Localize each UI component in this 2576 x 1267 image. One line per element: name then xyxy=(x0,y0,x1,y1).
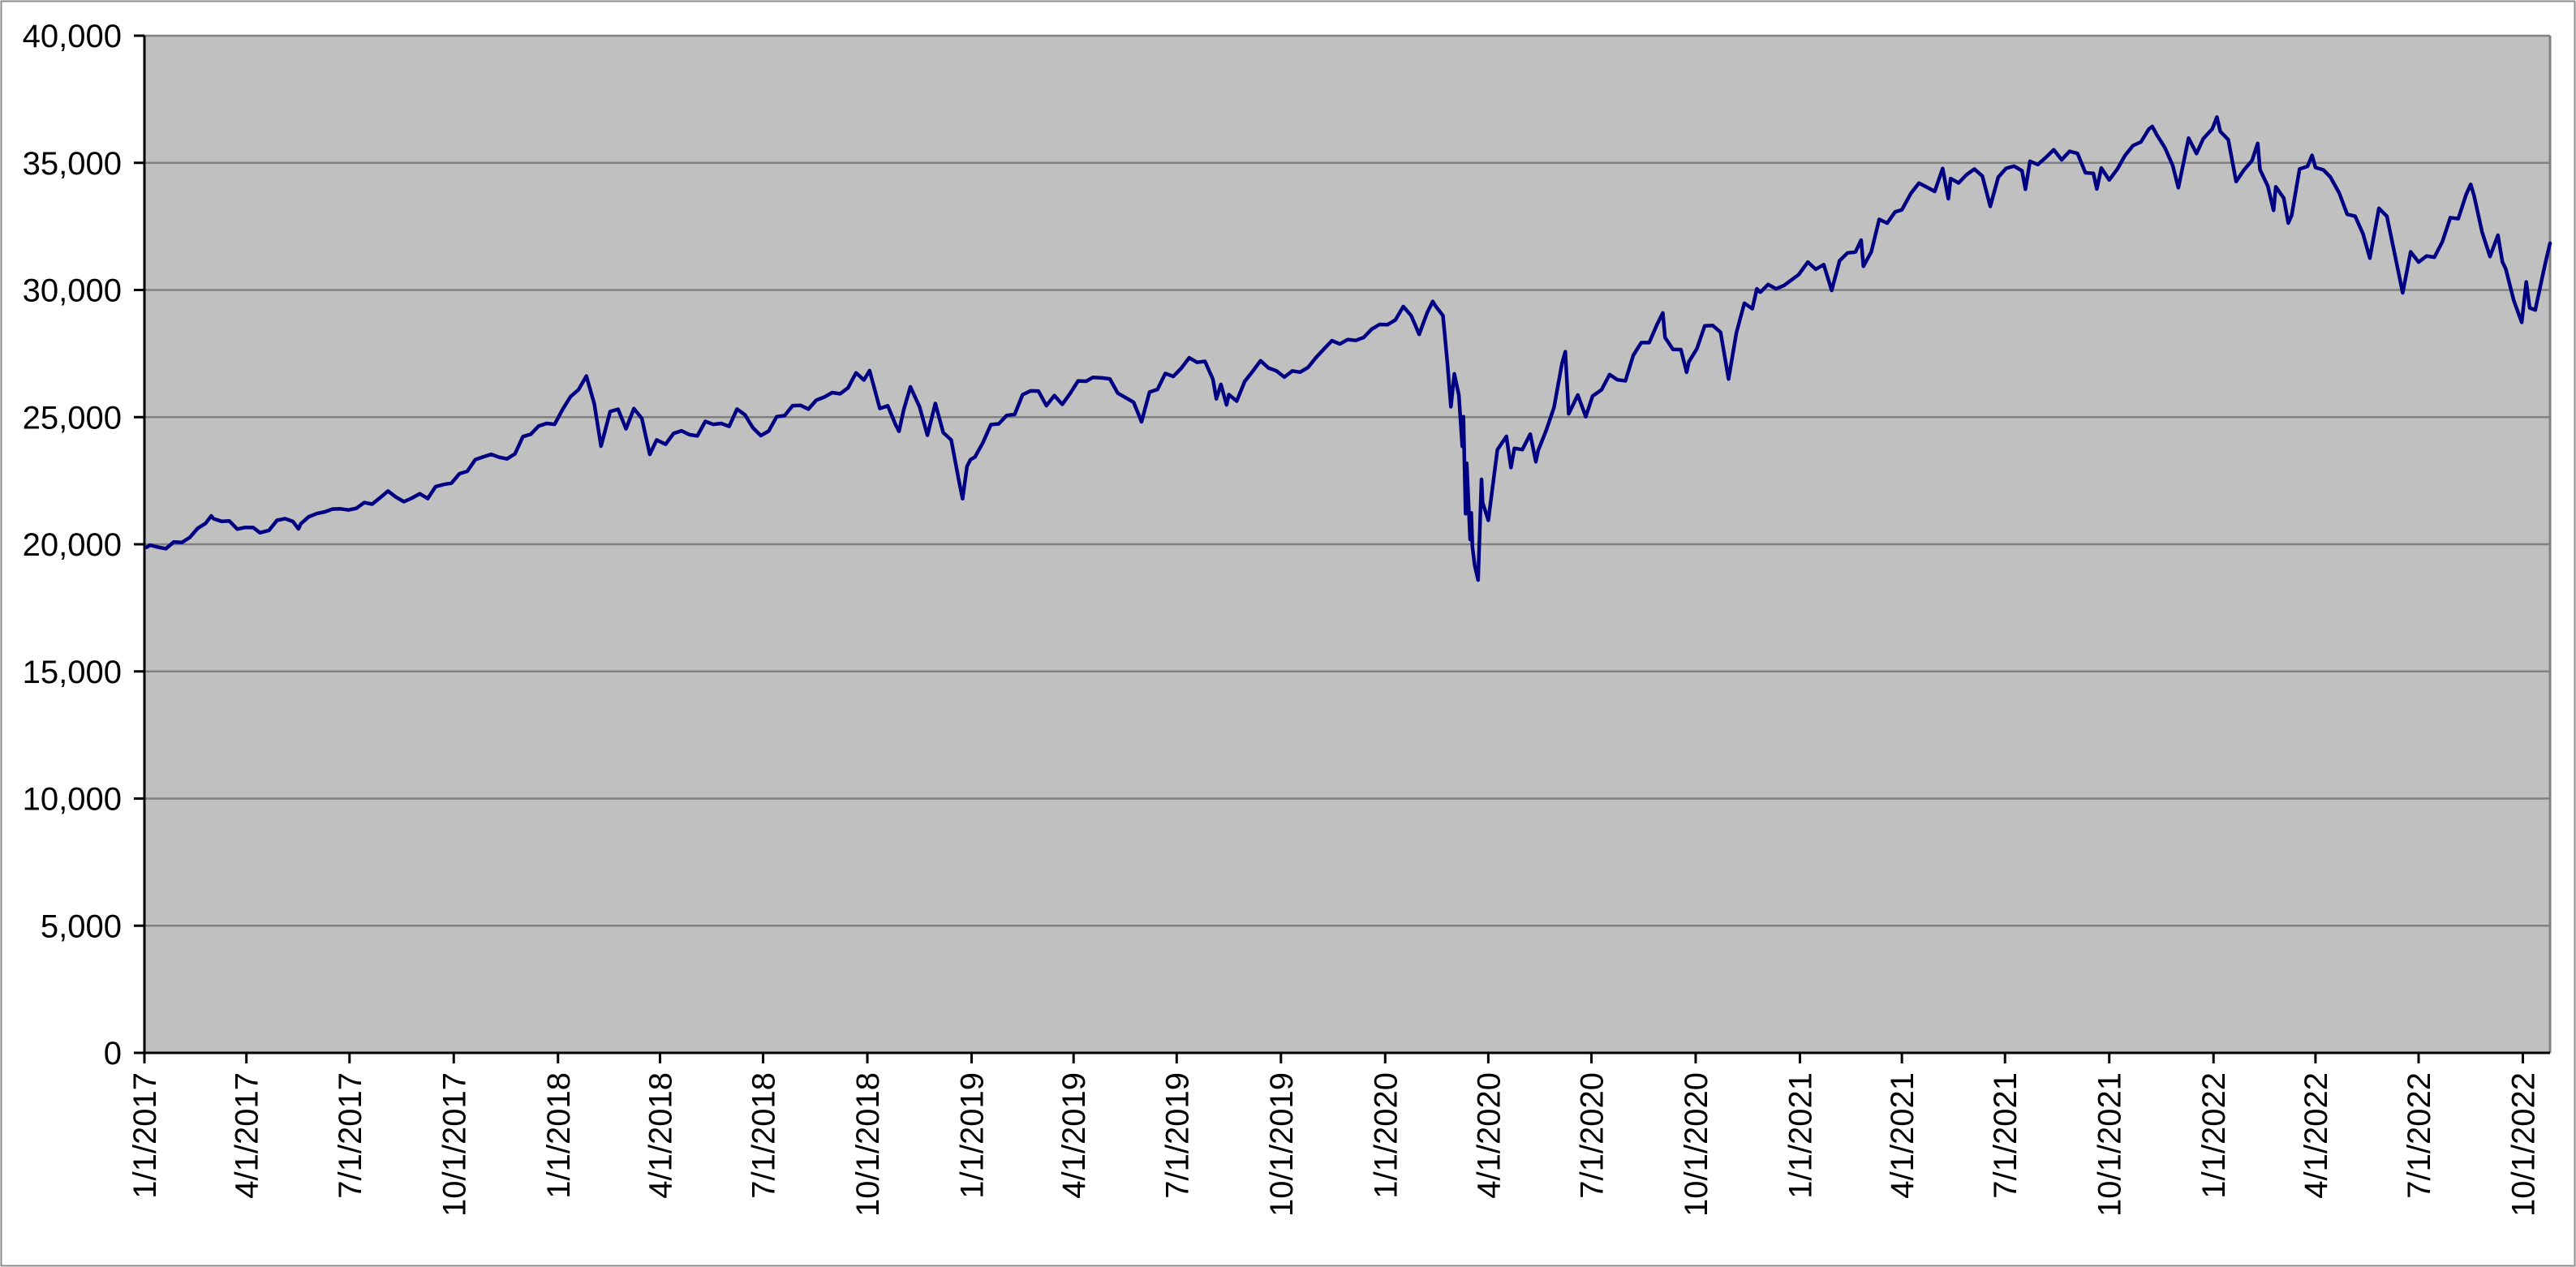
x-axis-labels: 1/1/2017 4/1/2017 7/1/2017 10/1/2017 1/1/201… xyxy=(127,1072,2541,1217)
x-axis-label: 10/1/2021 xyxy=(2092,1072,2128,1217)
x-axis-label: 4/1/2021 xyxy=(1885,1072,1920,1199)
y-axis-label: 30,000 xyxy=(23,273,122,309)
gridlines xyxy=(144,34,2552,1053)
x-axis-label: 7/1/2020 xyxy=(1574,1072,1610,1199)
x-axis-label: 10/1/2022 xyxy=(2505,1072,2541,1217)
x-axis-label: 10/1/2019 xyxy=(1264,1072,1300,1217)
y-axis-label: 5,000 xyxy=(41,908,122,944)
y-axis-label: 0 xyxy=(104,1036,122,1072)
x-axis-label: 4/1/2020 xyxy=(1471,1072,1507,1199)
y-axis-label: 25,000 xyxy=(23,400,122,436)
x-axis-label: 7/1/2019 xyxy=(1159,1072,1195,1199)
x-axis-label: 10/1/2017 xyxy=(437,1072,472,1217)
x-axis-label: 4/1/2017 xyxy=(230,1072,265,1199)
x-axis-label: 10/1/2020 xyxy=(1679,1072,1714,1217)
x-axis-label: 7/1/2017 xyxy=(333,1072,368,1199)
x-axis-label: 1/1/2018 xyxy=(541,1072,577,1199)
x-axis-label: 1/1/2017 xyxy=(127,1072,163,1199)
x-axis-label: 7/1/2021 xyxy=(1988,1072,2023,1199)
x-axis-label: 4/1/2022 xyxy=(2299,1072,2334,1199)
y-axis-label: 40,000 xyxy=(23,19,122,54)
y-axis-label: 35,000 xyxy=(23,146,122,182)
x-axis-label: 1/1/2019 xyxy=(955,1072,991,1199)
x-axis-label: 1/1/2021 xyxy=(1783,1072,1818,1199)
y-axis-label: 15,000 xyxy=(23,655,122,690)
x-axis-label: 10/1/2018 xyxy=(850,1072,886,1217)
x-axis-label: 7/1/2022 xyxy=(2402,1072,2437,1199)
x-axis-label: 4/1/2019 xyxy=(1056,1072,1092,1199)
axis-lines xyxy=(134,36,2550,1063)
y-axis-labels: 0 5,000 10,000 15,000 20,000 25,000 30,000 35,0… xyxy=(23,19,122,1072)
series-line xyxy=(144,115,2552,582)
x-axis-label: 7/1/2018 xyxy=(746,1072,782,1199)
x-axis-ticks xyxy=(143,1053,2524,1063)
x-axis-label: 1/1/2022 xyxy=(2196,1072,2232,1199)
x-axis-label: 4/1/2018 xyxy=(643,1072,678,1199)
x-axis-label: 1/1/2020 xyxy=(1368,1072,1404,1199)
y-axis-label: 20,000 xyxy=(23,527,122,563)
y-axis-ticks xyxy=(134,34,144,1054)
y-axis-label: 10,000 xyxy=(23,782,122,818)
